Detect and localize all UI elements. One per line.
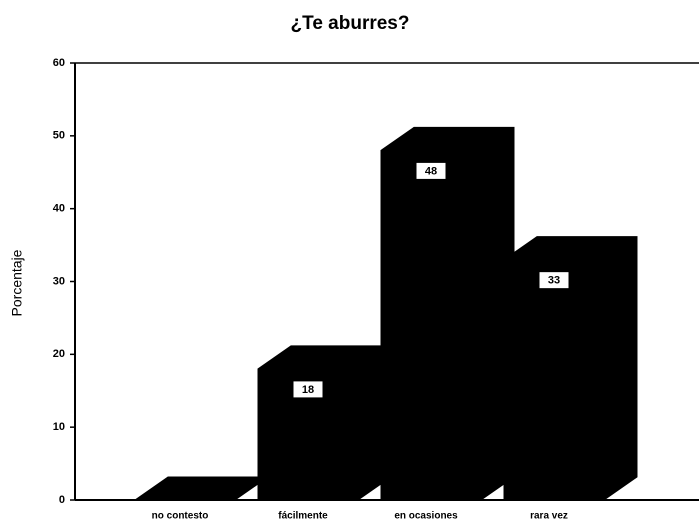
bar [133, 476, 270, 501]
value-label-box [538, 271, 570, 290]
value-label: 48 [425, 165, 437, 177]
y-tick-label: 10 [53, 421, 65, 433]
x-tick-label: en ocasiones [394, 511, 458, 522]
y-tick-label: 30 [53, 275, 65, 287]
y-tick-label: 20 [53, 348, 65, 360]
value-label-box [415, 161, 447, 180]
value-label-box [292, 380, 324, 399]
value-label: 18 [302, 384, 314, 396]
x-tick-label: rara vez [530, 511, 568, 522]
chart-title: ¿Te aburres? [291, 13, 410, 34]
x-tick-label: fácilmente [278, 511, 328, 522]
y-tick-label: 60 [53, 57, 65, 69]
value-label: 33 [548, 275, 560, 287]
y-tick-label: 40 [53, 203, 65, 215]
y-axis-label: Porcentaje [9, 249, 25, 316]
y-tick-label: 0 [59, 494, 65, 506]
bar [380, 126, 515, 501]
y-tick-label: 50 [53, 130, 65, 142]
x-tick-label: no contesto [152, 511, 209, 522]
bar [503, 236, 638, 501]
bar [257, 345, 392, 501]
